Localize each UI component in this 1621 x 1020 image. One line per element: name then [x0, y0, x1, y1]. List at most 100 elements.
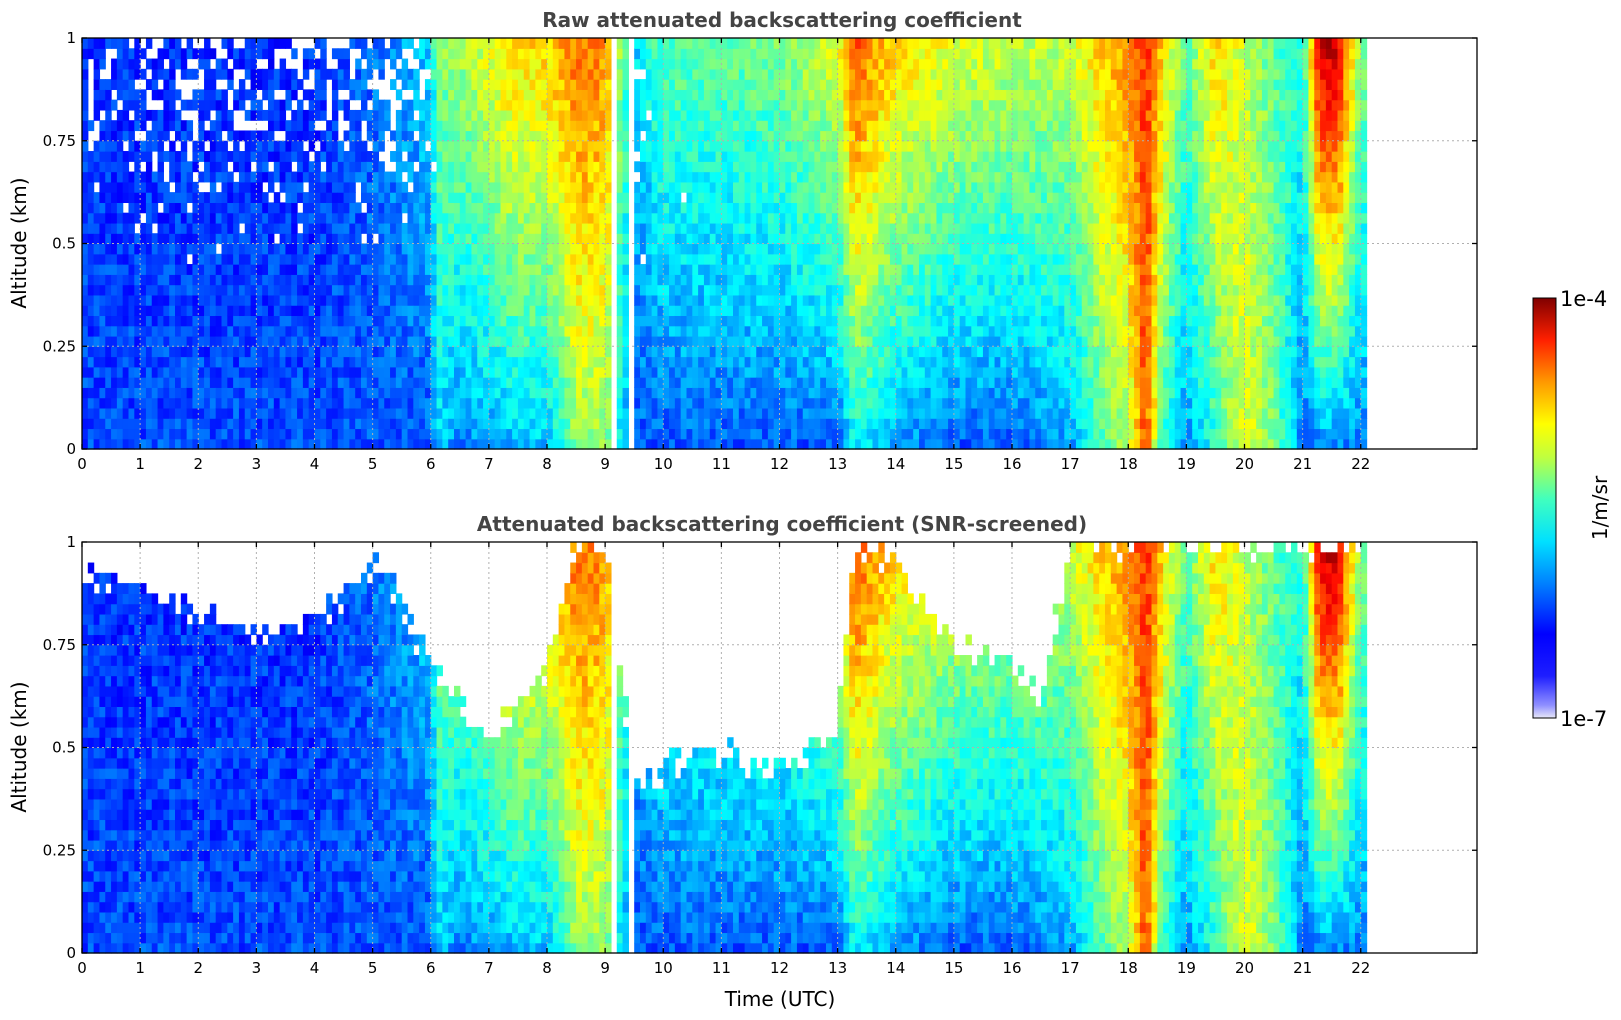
heatmap-cell	[279, 346, 287, 358]
heatmap-cell	[419, 264, 426, 275]
heatmap-cell	[750, 397, 757, 409]
heatmap-cell	[192, 438, 199, 450]
heatmap-cell	[163, 407, 170, 419]
heatmap-cell	[186, 305, 194, 317]
heatmap-cell	[105, 38, 112, 49]
heatmap-cell	[715, 212, 722, 224]
heatmap-cell	[448, 99, 455, 111]
heatmap-cell	[576, 274, 583, 286]
heatmap-cell	[448, 438, 455, 450]
heatmap-cell	[326, 284, 333, 296]
heatmap-cell	[756, 253, 763, 265]
heatmap-cell	[535, 181, 542, 193]
heatmap-cell	[674, 140, 682, 152]
heatmap-cell	[395, 109, 403, 121]
heatmap-cell	[169, 397, 176, 409]
heatmap-cell	[454, 58, 461, 70]
heatmap-cell	[105, 202, 112, 214]
heatmap-cell	[698, 407, 705, 419]
heatmap-cell	[715, 407, 722, 419]
heatmap-cell	[337, 181, 345, 193]
heatmap-cell	[802, 38, 810, 49]
heatmap-cell	[407, 140, 414, 152]
heatmap-cell	[657, 243, 664, 255]
heatmap-cell	[791, 151, 798, 162]
heatmap-cell	[785, 428, 792, 440]
heatmap-cell	[82, 397, 89, 409]
heatmap-cell	[384, 377, 391, 388]
heatmap-cell	[547, 346, 554, 358]
heatmap-cell	[779, 284, 786, 296]
heatmap-cell	[669, 192, 676, 204]
heatmap-cell	[192, 325, 199, 337]
heatmap-cell	[442, 99, 449, 111]
heatmap-cell	[669, 222, 676, 234]
heatmap-cell	[372, 89, 380, 101]
heatmap-cell	[361, 356, 368, 368]
heatmap-cell	[488, 428, 496, 440]
heatmap-cell	[244, 109, 252, 121]
heatmap-cell	[349, 233, 356, 245]
heatmap-cell	[535, 387, 542, 399]
heatmap-cell	[355, 366, 362, 378]
heatmap-cell	[424, 212, 432, 224]
heatmap-cell	[93, 346, 101, 358]
heatmap-cell	[105, 418, 112, 430]
heatmap-cell	[698, 130, 705, 142]
heatmap-cell	[151, 418, 159, 430]
heatmap-cell	[488, 171, 496, 183]
heatmap-cell	[250, 346, 257, 358]
heatmap-cell	[424, 418, 432, 430]
heatmap-cell	[826, 253, 833, 265]
heatmap-cell	[285, 161, 292, 173]
heatmap-cell	[308, 161, 316, 173]
heatmap-cell	[256, 346, 263, 358]
heatmap-cell	[262, 130, 269, 142]
heatmap-cell	[454, 377, 461, 388]
heatmap-cell	[337, 264, 345, 275]
heatmap-cell	[477, 212, 484, 224]
heatmap-cell	[581, 418, 589, 430]
heatmap-cell	[297, 284, 304, 296]
heatmap-cell	[192, 418, 199, 430]
heatmap-cell	[343, 315, 350, 327]
heatmap-cell	[558, 284, 566, 296]
heatmap-cell	[692, 212, 699, 224]
heatmap-cell	[221, 222, 228, 234]
heatmap-cell	[767, 151, 775, 162]
heatmap-cell	[430, 140, 438, 152]
heatmap-cell	[233, 274, 240, 286]
heatmap-cell	[361, 335, 368, 347]
heatmap-cell	[407, 397, 414, 409]
heatmap-cell	[547, 38, 554, 49]
heatmap-cell	[424, 305, 432, 317]
heatmap-cell	[343, 274, 350, 286]
heatmap-cell	[506, 161, 513, 173]
heatmap-cell	[366, 109, 374, 121]
heatmap-cell	[657, 325, 664, 337]
heatmap-cell	[837, 99, 845, 111]
heatmap-cell	[622, 346, 629, 358]
heatmap-cell	[616, 130, 624, 142]
heatmap-cell	[436, 305, 443, 317]
heatmap-cell	[738, 130, 746, 142]
heatmap-cell	[134, 397, 141, 409]
heatmap-cell	[349, 438, 356, 450]
heatmap-cell	[477, 192, 484, 204]
heatmap-cell	[233, 243, 240, 255]
heatmap-cell	[116, 79, 124, 90]
heatmap-cell	[192, 315, 199, 327]
heatmap-cell	[87, 264, 95, 275]
heatmap-cell	[802, 253, 810, 265]
heatmap-cell	[576, 294, 583, 306]
heatmap-cell	[477, 366, 484, 378]
heatmap-cell	[820, 99, 827, 111]
heatmap-cell	[552, 325, 560, 337]
heatmap-cell	[512, 315, 519, 327]
heatmap-cell	[750, 68, 757, 80]
heatmap-cell	[180, 284, 188, 296]
heatmap-cell	[250, 171, 257, 183]
heatmap-cell	[366, 284, 374, 296]
heatmap-cell	[698, 325, 705, 337]
heatmap-cell	[744, 89, 752, 101]
